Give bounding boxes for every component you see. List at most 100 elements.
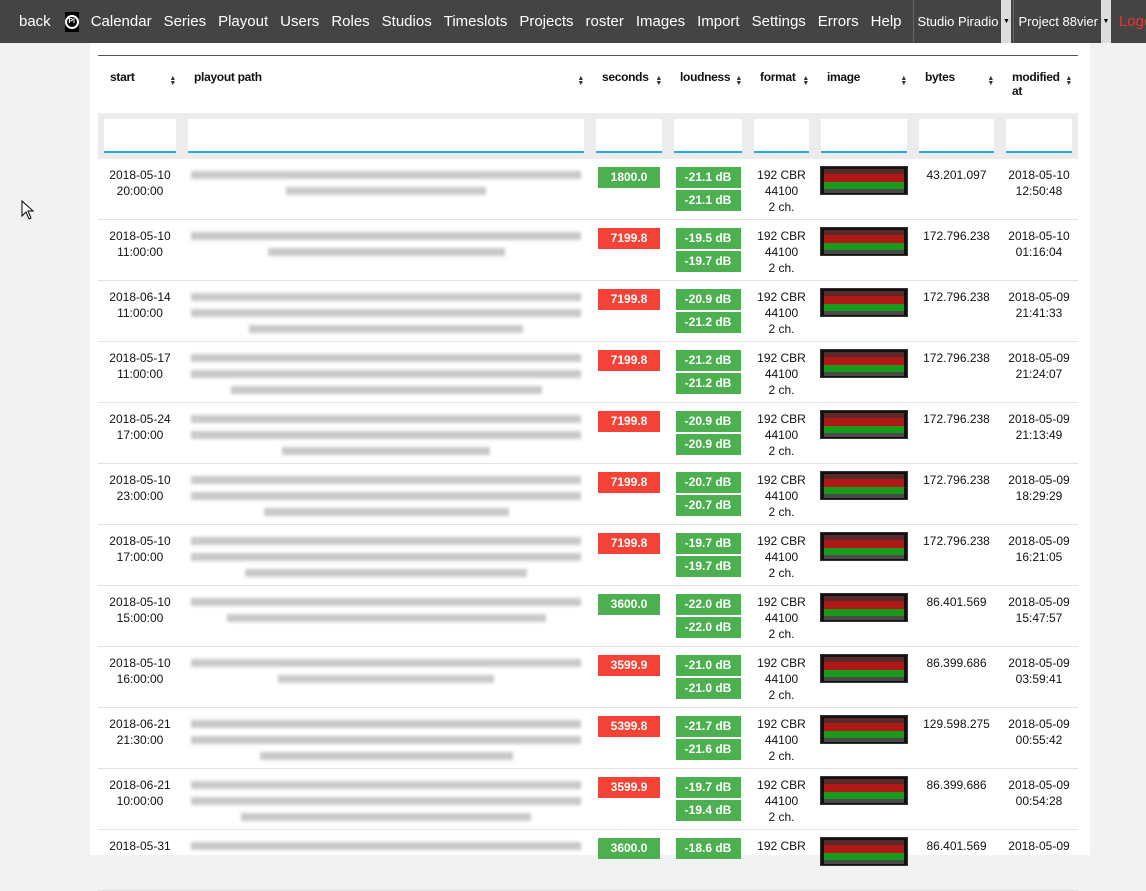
nav-item-series[interactable]: Series bbox=[163, 13, 207, 30]
loudness-cell: -21.0 dB -21.0 dB bbox=[668, 646, 748, 708]
waveform-image[interactable] bbox=[820, 288, 908, 317]
sort-icon[interactable]: ▲ ▼ bbox=[900, 75, 907, 87]
filter-input-loudness[interactable] bbox=[674, 118, 742, 153]
bytes-value: 86.401.569 bbox=[926, 595, 987, 609]
filter-input-playout-path[interactable] bbox=[188, 118, 584, 153]
column-header-playout-path[interactable]: playout path ▲ ▼ bbox=[182, 56, 590, 113]
nav-item-images[interactable]: Images bbox=[635, 13, 686, 30]
filter-input-image[interactable] bbox=[821, 118, 907, 153]
table-row[interactable]: 2018-06-14 11:00:00 7199.8 -20.9 dB -21.2 dB… bbox=[98, 280, 1078, 342]
format-value: 192 CBR bbox=[757, 656, 806, 670]
waveform-image[interactable] bbox=[820, 532, 908, 561]
start-value: 20:00:00 bbox=[116, 183, 164, 198]
bytes-value: 172.796.238 bbox=[923, 290, 990, 304]
filter-input-modified-at[interactable] bbox=[1006, 118, 1072, 153]
sort-icon[interactable]: ▲ ▼ bbox=[1065, 75, 1072, 87]
nav-item-errors[interactable]: Errors bbox=[817, 13, 859, 30]
image-cell bbox=[815, 341, 913, 403]
table-row[interactable]: 2018-05-10 16:00:00 3599.9 -21.0 dB -21.0 dB… bbox=[98, 646, 1078, 708]
playout-path-cell bbox=[182, 768, 590, 830]
nav-item-roster[interactable]: roster bbox=[585, 13, 624, 30]
studio-select[interactable]: Studio Piradio ▼ bbox=[912, 0, 1012, 43]
nav-item-projects[interactable]: Projects bbox=[519, 13, 574, 30]
waveform-image[interactable] bbox=[820, 715, 908, 744]
table-row[interactable]: 2018-05-10 20:00:00 1800.0 -21.1 dB -21.1 dB… bbox=[98, 158, 1078, 220]
sort-icon[interactable]: ▲ ▼ bbox=[735, 75, 742, 87]
filter-input-bytes[interactable] bbox=[919, 118, 994, 153]
loudness-badge: -20.7 dB bbox=[675, 472, 741, 493]
bytes-value: 172.796.238 bbox=[923, 473, 990, 487]
start-value: 10:00:00 bbox=[116, 794, 164, 808]
project-select[interactable]: Project 88vier ▼ bbox=[1013, 0, 1111, 43]
nav-item-help[interactable]: Help bbox=[870, 13, 902, 30]
column-header-image[interactable]: image ▲ ▼ bbox=[815, 56, 913, 113]
filter-input-seconds[interactable] bbox=[596, 118, 662, 153]
table-row[interactable]: 2018-05-24 17:00:00 7199.8 -20.9 dB -20.9 dB… bbox=[98, 402, 1078, 464]
playout-path-cell bbox=[182, 402, 590, 464]
column-header-modified-at[interactable]: modified at ▲ ▼ bbox=[1000, 56, 1078, 113]
loudness-badge: -21.2 dB bbox=[675, 312, 741, 333]
table-row[interactable]: 2018-05-10 17:00:00 7199.8 -19.7 dB -19.7 dB… bbox=[98, 524, 1078, 586]
waveform-image[interactable] bbox=[820, 776, 908, 805]
chevron-down-icon[interactable]: ▼ bbox=[1100, 0, 1111, 43]
format-value: 192 CBR bbox=[757, 839, 806, 853]
column-header-seconds[interactable]: seconds ▲ ▼ bbox=[590, 56, 668, 113]
table-row[interactable]: 2018-06-21 10:00:00 3599.9 -19.7 dB -19.4 dB… bbox=[98, 768, 1078, 830]
waveform-image[interactable] bbox=[820, 227, 908, 256]
nav-item-studios[interactable]: Studios bbox=[381, 13, 432, 30]
modified-value: 2018-05-09 bbox=[1008, 473, 1070, 487]
table-row[interactable]: 2018-05-17 11:00:00 7199.8 -21.2 dB -21.2 dB… bbox=[98, 341, 1078, 403]
image-cell bbox=[815, 829, 913, 891]
loudness-cell: -19.7 dB -19.4 dB bbox=[668, 768, 748, 830]
sort-icon[interactable]: ▲ ▼ bbox=[987, 75, 994, 87]
bytes-value: 86.399.686 bbox=[926, 656, 987, 670]
logout-link[interactable]: Logout bbox=[1118, 13, 1146, 30]
waveform-image[interactable] bbox=[820, 410, 908, 439]
start-cell: 2018-05-24 17:00:00 bbox=[98, 402, 182, 464]
waveform-image[interactable] bbox=[820, 349, 908, 378]
blurred-path-text bbox=[191, 781, 581, 789]
waveform-image[interactable] bbox=[820, 165, 908, 195]
table-row[interactable]: 2018-05-10 23:00:00 7199.8 -20.7 dB -20.7 dB… bbox=[98, 463, 1078, 525]
nav-item-timeslots[interactable]: Timeslots bbox=[443, 13, 508, 30]
column-header-loudness[interactable]: loudness ▲ ▼ bbox=[668, 56, 748, 113]
sort-icon[interactable]: ▲ ▼ bbox=[169, 75, 176, 87]
modified-value: 21:41:33 bbox=[1015, 306, 1063, 320]
column-header-start[interactable]: start ▲ ▼ bbox=[98, 56, 182, 113]
column-header-format[interactable]: format ▲ ▼ bbox=[748, 56, 815, 113]
nav-item-users[interactable]: Users bbox=[280, 13, 320, 30]
chevron-down-icon[interactable]: ▼ bbox=[1001, 0, 1012, 43]
table-row[interactable]: 2018-05-10 15:00:00 3600.0 -22.0 dB -22.0 dB… bbox=[98, 585, 1078, 647]
logo-icon[interactable]: PI bbox=[64, 11, 79, 32]
bytes-value: 129.598.275 bbox=[923, 717, 990, 731]
bytes-value: 172.796.238 bbox=[923, 351, 990, 365]
modified-value: 2018-05-09 bbox=[1008, 717, 1070, 731]
playout-path-cell bbox=[182, 585, 590, 647]
sort-icon[interactable]: ▲ ▼ bbox=[802, 75, 809, 87]
loudness-badge: -21.2 dB bbox=[675, 350, 741, 371]
nav-item-import[interactable]: Import bbox=[697, 13, 740, 30]
nav-item-playout[interactable]: Playout bbox=[218, 13, 269, 30]
back-link[interactable]: back bbox=[19, 13, 51, 30]
nav-item-calendar[interactable]: Calendar bbox=[90, 13, 152, 30]
waveform-image[interactable] bbox=[820, 593, 908, 622]
filter-input-format[interactable] bbox=[754, 118, 809, 153]
waveform-image[interactable] bbox=[820, 654, 908, 683]
nav-item-roles[interactable]: Roles bbox=[331, 13, 370, 30]
sort-icon[interactable]: ▲ ▼ bbox=[655, 75, 662, 87]
table-row[interactable]: 2018-06-21 21:30:00 5399.8 -21.7 dB -21.6 dB… bbox=[98, 707, 1078, 769]
studio-select-value: Studio Piradio bbox=[917, 14, 999, 29]
waveform-image[interactable] bbox=[820, 471, 908, 500]
nav-item-settings[interactable]: Settings bbox=[751, 13, 806, 30]
sort-icon[interactable]: ▲ ▼ bbox=[577, 75, 584, 87]
image-cell bbox=[815, 463, 913, 525]
table-row[interactable]: 2018-05-10 11:00:00 7199.8 -19.5 dB -19.7 dB… bbox=[98, 219, 1078, 281]
format-value: 2 ch. bbox=[768, 261, 795, 275]
filter-input-start[interactable] bbox=[104, 118, 176, 153]
seconds-cell: 3600.0 bbox=[590, 829, 668, 891]
blurred-path-text bbox=[282, 447, 490, 455]
column-header-bytes[interactable]: bytes ▲ ▼ bbox=[913, 56, 1000, 113]
table-row[interactable]: 2018-05-31 3600.0 -18.6 dB 192 CBR 86.401.56… bbox=[98, 829, 1078, 891]
waveform-image[interactable] bbox=[820, 837, 908, 866]
loudness-badge: -19.7 dB bbox=[675, 777, 741, 798]
